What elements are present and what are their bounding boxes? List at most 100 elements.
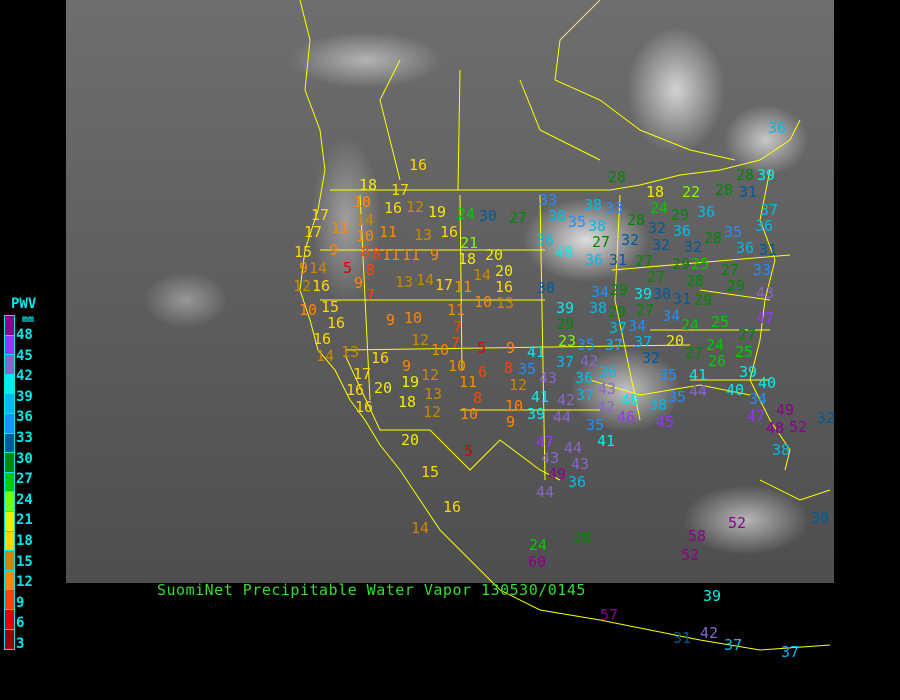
station-pwv-label: 25 (691, 255, 710, 273)
station-pwv-label: 16 (327, 314, 346, 332)
station-pwv-label: 8 (361, 243, 371, 261)
station-pwv-label: 15 (421, 463, 440, 481)
station-pwv-label: 27 (721, 261, 740, 279)
station-pwv-label: 44 (553, 408, 572, 426)
station-pwv-label: 9 (506, 339, 516, 357)
station-pwv-label: 11 (447, 301, 466, 319)
station-pwv-label: 16 (371, 349, 390, 367)
station-pwv-label: 16 (409, 156, 428, 174)
legend-swatch (5, 609, 14, 630)
station-pwv-label: 27 (685, 344, 704, 362)
station-pwv-label: 18 (398, 393, 417, 411)
station-pwv-label: 31 (739, 183, 758, 201)
station-pwv-label: 44 (564, 439, 583, 457)
station-pwv-label: 18 (458, 250, 477, 268)
legend-label: 42 (16, 368, 33, 385)
station-pwv-label: 9 (402, 357, 412, 375)
border-line (457, 69, 461, 191)
station-pwv-label: 14 (316, 347, 335, 365)
station-pwv-label: 20 (495, 262, 514, 280)
station-pwv-label: 39 (634, 285, 653, 303)
station-pwv-label: 35 (577, 336, 596, 354)
station-pwv-label: 12 (411, 331, 430, 349)
station-pwv-label: 13 (395, 273, 414, 291)
station-pwv-label: 29 (608, 303, 627, 321)
station-pwv-label: 11 (402, 246, 421, 264)
station-pwv-label: 28 (686, 272, 705, 290)
legend-label: 27 (16, 471, 33, 488)
station-pwv-label: 29 (556, 315, 575, 333)
station-pwv-label: 16 (355, 398, 374, 416)
station-pwv-label: 31 (609, 251, 628, 269)
station-pwv-label: 34 (662, 307, 681, 325)
station-pwv-label: 36 (536, 231, 555, 249)
station-pwv-label: 38 (589, 299, 608, 317)
station-pwv-label: 40 (758, 374, 777, 392)
station-pwv-label: 35 (659, 366, 678, 384)
legend-swatch (5, 570, 14, 591)
border-line (699, 289, 771, 301)
station-pwv-label: 35 (724, 223, 743, 241)
station-pwv-label: 10 (299, 301, 318, 319)
station-pwv-label: 46 (617, 408, 636, 426)
station-pwv-label: 29 (694, 291, 713, 309)
station-pwv-label: 10 (353, 193, 372, 211)
station-pwv-label: 12 (406, 198, 425, 216)
legend-colorbar (4, 315, 15, 651)
station-pwv-label: 9 (506, 413, 516, 431)
station-pwv-label: 10 (448, 357, 467, 375)
station-pwv-label: 27 (509, 209, 528, 227)
station-pwv-label: 43 (539, 369, 558, 387)
station-pwv-label: 17 (435, 276, 454, 294)
station-pwv-label: 25 (711, 313, 730, 331)
legend-label: 24 (16, 491, 33, 508)
legend-swatch (5, 413, 14, 434)
station-pwv-label: 35 (568, 213, 587, 231)
station-pwv-label: 49 (776, 401, 795, 419)
legend-unit: mm (22, 314, 35, 325)
station-pwv-label: 40 (621, 391, 640, 409)
station-pwv-label: 36 (697, 203, 716, 221)
station-pwv-label: 41 (689, 366, 708, 384)
station-pwv-label: 40 (726, 381, 745, 399)
legend-swatch (5, 531, 14, 552)
station-pwv-label: 33 (605, 199, 624, 217)
station-pwv-label: 14 (309, 259, 328, 277)
station-pwv-label: 22 (682, 183, 701, 201)
station-pwv-label: 11 (331, 219, 350, 237)
station-pwv-label: 44 (689, 382, 708, 400)
station-pwv-label: 11 (382, 246, 401, 264)
station-pwv-label: 33 (539, 191, 558, 209)
station-pwv-label: 43 (598, 380, 617, 398)
station-pwv-label: 32 (642, 349, 661, 367)
legend-swatch (5, 590, 14, 610)
station-pwv-label: 9 (354, 274, 364, 292)
station-pwv-label: 12 (509, 376, 528, 394)
station-pwv-label: 5 (464, 442, 474, 460)
border-line (554, 0, 736, 161)
legend-swatch (5, 374, 14, 395)
station-pwv-label: 39 (757, 166, 776, 184)
station-pwv-label: 32 (648, 219, 667, 237)
station-pwv-label: 60 (528, 553, 547, 571)
station-pwv-label: 28 (715, 181, 734, 199)
station-pwv-label: 9 (430, 246, 440, 264)
station-pwv-label: 38 (588, 217, 607, 235)
station-pwv-label: 12 (293, 277, 312, 295)
station-pwv-label: 36 (585, 251, 604, 269)
legend-swatch (5, 492, 14, 512)
border-line (299, 0, 831, 651)
station-pwv-label: 13 (341, 343, 360, 361)
station-pwv-label: 11 (379, 223, 398, 241)
station-pwv-label: 36 (736, 239, 755, 257)
station-pwv-label: 49 (548, 465, 567, 483)
station-pwv-label: 6 (478, 363, 488, 381)
station-pwv-label: 10 (356, 227, 375, 245)
station-pwv-label: 20 (485, 246, 504, 264)
station-pwv-label: 17 (311, 206, 330, 224)
station-pwv-label: 16 (440, 223, 459, 241)
station-pwv-label: 7 (366, 286, 376, 304)
station-pwv-label: 32 (684, 238, 703, 256)
